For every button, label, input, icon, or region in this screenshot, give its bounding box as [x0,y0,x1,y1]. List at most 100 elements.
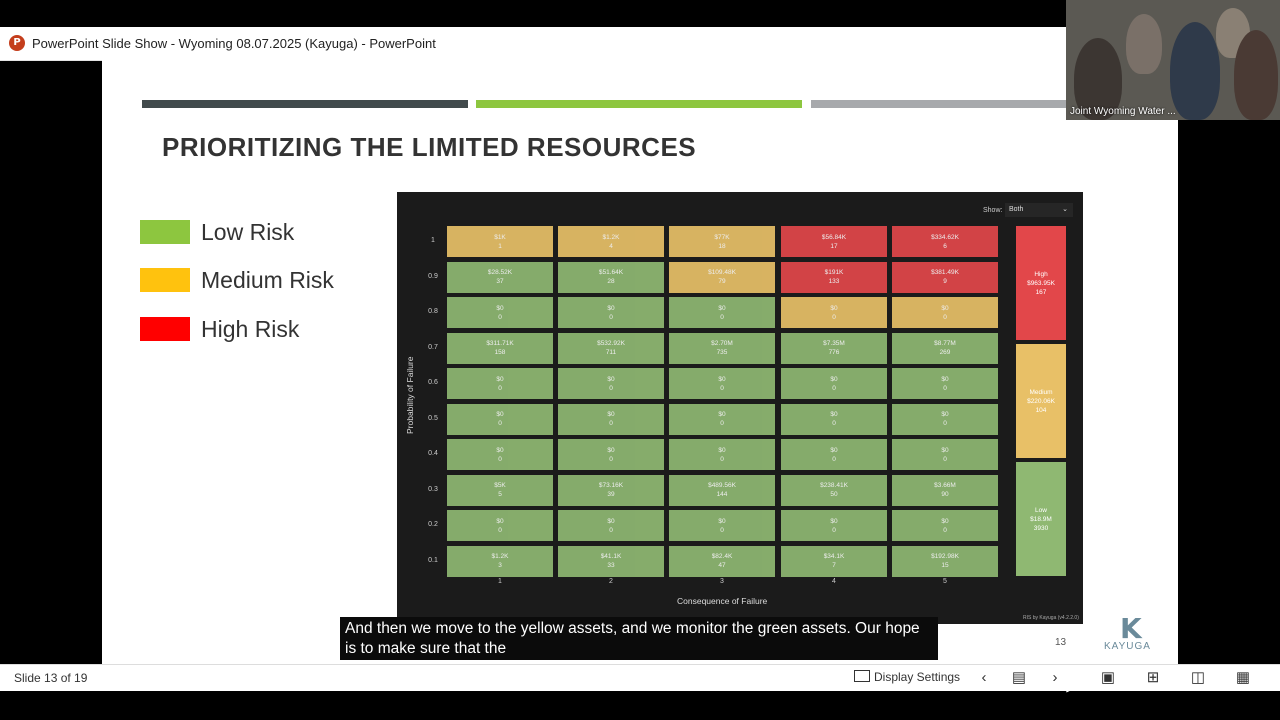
heatmap-cell: $0 0 [781,368,887,399]
legend-label-medium: Medium Risk [201,266,334,293]
normal-view-button[interactable]: ▣ [1097,667,1119,689]
previous-slide-button[interactable]: ‹ [973,667,995,689]
cell-count: 0 [609,313,613,321]
cell-count: 776 [828,349,840,356]
heatmap-cell: $0 0 [669,439,775,470]
heatmap-cell: $311.71K 158 [447,332,553,364]
cell-value: $334.62K [931,233,959,241]
slideshow-status-bar: Slide 13 of 19 Display Settings ‹ ▤ › ▣ … [0,664,1280,691]
heatmap-cell: $56.84K 17 [781,226,887,257]
heatmap-cell: $0 0 [892,510,998,541]
heatmap-cell: $0 0 [892,368,998,399]
cell-count: 33 [607,562,615,569]
cell-value: $41.1K [600,553,622,560]
reading-view-button[interactable]: ◫ [1187,667,1209,689]
heatmap-cell: $41.1K 33 [558,545,664,577]
video-participant-label: Joint Wyoming Water ... [1070,106,1176,117]
cell-value: $238.41K [820,482,848,489]
heatmap-cell: $1K 1 [447,226,553,257]
show-filter-select[interactable]: Both ⌄ [1005,203,1073,217]
heatmap-cell: $0 0 [558,403,664,435]
heatmap-cell: $77K 18 [669,226,775,257]
presentation-icon: ▦ [1235,669,1251,686]
cell-count: 37 [496,278,504,285]
heatmap-cell: $5K 5 [447,474,553,506]
cell-count: 0 [943,313,947,321]
cell-value: $34.1K [823,553,845,560]
heatmap-cell: $0 0 [447,510,553,541]
heatmap-cell: $0 0 [669,403,775,435]
cell-count: 0 [609,384,613,392]
slide-counter: Slide 13 of 19 [14,671,88,685]
slide-show-button[interactable]: ▦ [1232,667,1254,689]
cell-value: $0 [830,446,838,454]
heatmap-cell: $192.98K 15 [892,545,998,577]
cell-value: $5K [494,482,506,489]
cell-value: $77K [714,233,730,241]
legend-item-high: High Risk [140,316,299,342]
cell-value: $0 [607,446,615,454]
notes-icon: ▤ [1011,669,1027,686]
cell-value: $0 [718,446,726,454]
heatmap-cell: $0 0 [669,368,775,399]
slide-notes-button[interactable]: ▤ [1008,667,1030,689]
legend-item-low: Low Risk [140,218,295,245]
display-settings-button[interactable]: Display Settings [854,670,960,684]
legend-swatch-medium [140,268,190,292]
summary-label: Low [1035,506,1047,514]
risk-summary-bar: High $963.95K 167 [1016,226,1066,340]
heatmap-cell: $0 0 [892,297,998,328]
cell-count: 28 [607,278,615,285]
next-slide-button[interactable]: › [1044,667,1066,689]
heatmap-cell: $73.16K 39 [558,474,664,506]
powerpoint-icon: P [9,35,25,51]
cell-value: $311.71K [486,340,514,347]
cell-value: $0 [496,411,504,418]
y-tick-label: 0.2 [428,521,438,528]
cell-count: 0 [720,455,724,463]
y-tick-label: 0.1 [428,556,438,564]
cell-count: 0 [498,384,502,392]
y-tick-label: 0.8 [428,308,438,315]
cell-count: 5 [498,491,502,498]
slide-title: PRIORITIZING THE LIMITED RESOURCES [162,132,697,162]
cell-count: 39 [607,491,615,498]
cell-value: $0 [496,517,504,525]
y-tick-label: 0.7 [428,343,438,351]
cell-count: 0 [943,455,947,463]
x-tick-label: 5 [943,578,947,585]
heatmap-cell: $2.70M 735 [669,332,775,364]
chevron-right-icon: › [1052,669,1058,686]
summary-label: Medium [1029,388,1053,396]
cell-value: $0 [830,304,838,312]
legend-label-low: Low Risk [201,218,295,245]
y-tick-label: 0.9 [428,272,438,280]
y-tick-label: 0.6 [428,379,438,386]
cell-value: $2.70M [711,340,733,347]
cell-value: $0 [607,304,615,312]
slide-sorter-button[interactable]: ⊞ [1142,667,1164,689]
cell-count: 50 [830,491,838,498]
legend-swatch-low [140,220,190,244]
heatmap-cell: $1.2K 3 [447,545,553,577]
cell-count: 0 [832,526,836,534]
cell-count: 0 [943,420,947,427]
cell-value: $0 [941,304,949,312]
cell-count: 90 [941,491,949,498]
slide-page-number: 13 [1055,637,1067,648]
cell-count: 7 [832,562,836,569]
cell-value: $0 [607,375,615,383]
cell-value: $489.56K [708,482,736,489]
cell-value: $28.52K [487,269,513,276]
cell-value: $0 [941,446,949,454]
cell-count: 0 [720,384,724,392]
heatmap-cell: $238.41K 50 [781,474,887,506]
cell-value: $0 [941,517,949,525]
cell-value: $1.2K [491,553,509,560]
heatmap-cell: $1.2K 4 [558,226,664,257]
participant-video-thumbnail[interactable]: Joint Wyoming Water ... [1066,0,1280,120]
slide-canvas[interactable]: PRIORITIZING THE LIMITED RESOURCES Low R… [102,60,1178,664]
cell-count: 4 [609,242,613,250]
show-filter-value: Both [1009,206,1024,213]
cell-count: 0 [609,526,613,534]
